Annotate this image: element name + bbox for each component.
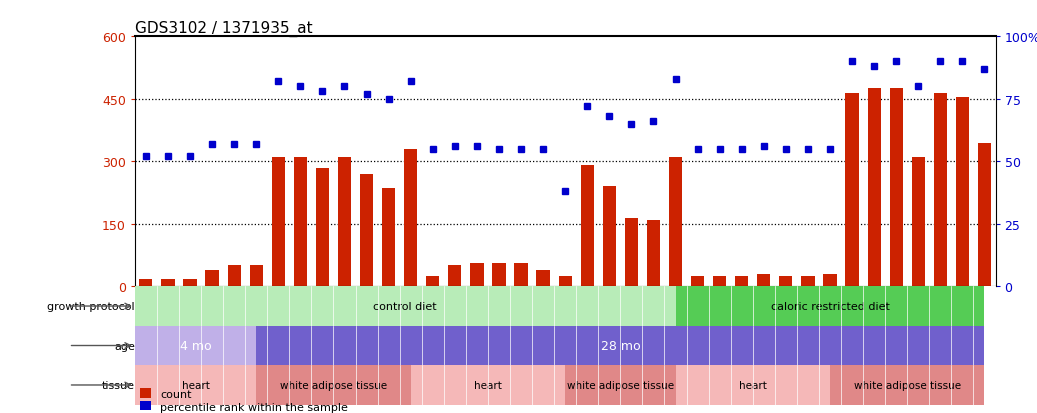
Bar [293, 158, 307, 287]
Bar [272, 158, 285, 287]
Text: growth protocol: growth protocol [48, 301, 135, 311]
Bar [493, 264, 506, 287]
Bar [779, 276, 792, 287]
Bar [316, 168, 329, 287]
Bar [404, 150, 417, 287]
Text: GDS3102 / 1371935_at: GDS3102 / 1371935_at [135, 21, 312, 37]
Text: white adipose tissue: white adipose tissue [567, 380, 674, 390]
Bar [956, 97, 969, 287]
Bar [757, 274, 770, 287]
Text: control diet: control diet [373, 301, 437, 311]
Text: white adipose tissue: white adipose tissue [280, 380, 387, 390]
Bar [565, 366, 675, 405]
Bar [735, 276, 749, 287]
Bar [581, 166, 594, 287]
Text: heart: heart [181, 380, 209, 390]
Bar [675, 287, 984, 326]
Bar [675, 366, 830, 405]
Text: caloric restricted diet: caloric restricted diet [770, 301, 890, 311]
Bar [139, 279, 152, 287]
Bar [250, 266, 262, 287]
Bar [691, 276, 704, 287]
Bar [559, 276, 571, 287]
Bar [227, 266, 241, 287]
Bar [338, 158, 352, 287]
Bar [426, 276, 440, 287]
Bar [536, 270, 550, 287]
Bar [382, 189, 395, 287]
Bar [802, 276, 814, 287]
Text: tissue: tissue [102, 380, 135, 390]
Bar [360, 174, 373, 287]
Bar [669, 158, 682, 287]
Bar [448, 266, 461, 287]
Bar [912, 158, 925, 287]
Text: white adipose tissue: white adipose tissue [853, 380, 961, 390]
Text: heart: heart [474, 380, 502, 390]
Bar [184, 279, 197, 287]
Text: heart: heart [738, 380, 766, 390]
Bar [205, 270, 219, 287]
Bar [514, 264, 528, 287]
Text: 4 mo: 4 mo [179, 339, 212, 352]
Bar [135, 326, 256, 366]
Bar [135, 366, 256, 405]
Bar [647, 220, 661, 287]
Bar [978, 143, 991, 287]
Legend: count, percentile rank within the sample: count, percentile rank within the sample [140, 389, 348, 412]
Bar [411, 366, 565, 405]
Bar [470, 264, 483, 287]
Bar [868, 89, 880, 287]
Bar [256, 366, 411, 405]
Text: 28 mo: 28 mo [600, 339, 640, 352]
Bar [624, 218, 638, 287]
Bar [602, 187, 616, 287]
Bar [135, 287, 675, 326]
Bar [256, 326, 984, 366]
Bar [713, 276, 726, 287]
Bar [933, 93, 947, 287]
Text: age: age [114, 341, 135, 351]
Bar [830, 366, 984, 405]
Bar [823, 274, 837, 287]
Bar [890, 89, 903, 287]
Bar [845, 93, 859, 287]
Bar [162, 279, 174, 287]
